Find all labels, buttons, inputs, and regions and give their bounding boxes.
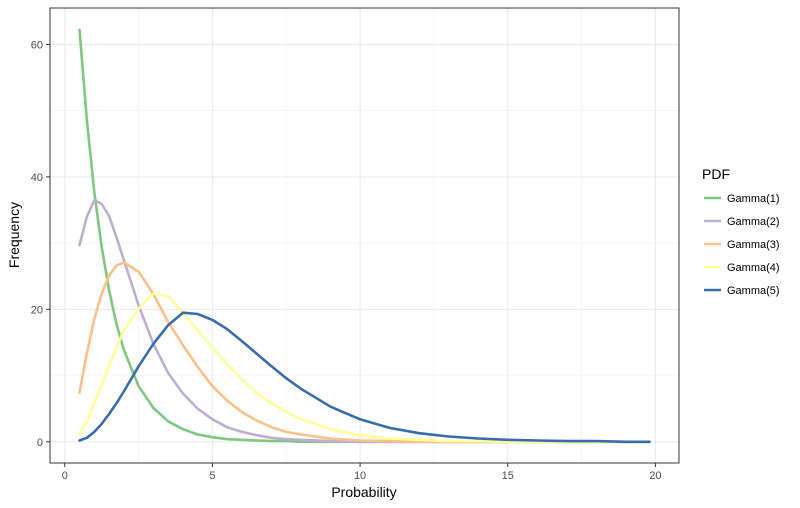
x-tick-label: 10 (354, 470, 366, 482)
y-axis-title: Frequency (6, 202, 22, 268)
legend-item-gamma-2: Gamma(2) (704, 216, 780, 228)
x-tick-label: 15 (502, 470, 514, 482)
x-tick-label: 0 (62, 470, 68, 482)
x-tick-label: 20 (649, 470, 661, 482)
legend-item-gamma-3: Gamma(3) (704, 239, 780, 251)
series-line-gamma-5 (78, 311, 651, 444)
legend-item-gamma-4: Gamma(4) (704, 262, 780, 274)
plot-panel-border (49, 7, 680, 464)
legend: PDF Gamma(1)Gamma(2)Gamma(3)Gamma(4)Gamm… (702, 166, 780, 297)
legend-label: Gamma(5) (727, 285, 780, 297)
legend-label: Gamma(3) (727, 239, 780, 251)
legend-item-gamma-1: Gamma(1) (704, 193, 780, 205)
x-axis-title: Probability (331, 484, 396, 500)
legend-items: Gamma(1) Gamma(2) Gamma(3) Gamma(4) Gamma(5) (704, 193, 780, 297)
legend-title: PDF (702, 166, 730, 182)
legend-label: Gamma(1) (727, 193, 780, 205)
y-tick-label: 60 (31, 39, 43, 51)
y-tick-label: 40 (31, 172, 43, 184)
y-tick-label: 0 (37, 437, 43, 449)
legend-item-gamma-5: Gamma(5) (704, 285, 780, 297)
series-lines (78, 28, 651, 444)
x-axis: 0 5 10 15 20 (62, 463, 662, 482)
legend-label: Gamma(2) (727, 216, 780, 228)
series-line-gamma-4 (78, 292, 651, 444)
legend-label: Gamma(4) (727, 262, 780, 274)
y-axis: 0 20 40 60 (31, 39, 50, 449)
y-tick-label: 20 (31, 304, 43, 316)
minor-gridlines (50, 8, 679, 463)
x-tick-label: 5 (209, 470, 215, 482)
